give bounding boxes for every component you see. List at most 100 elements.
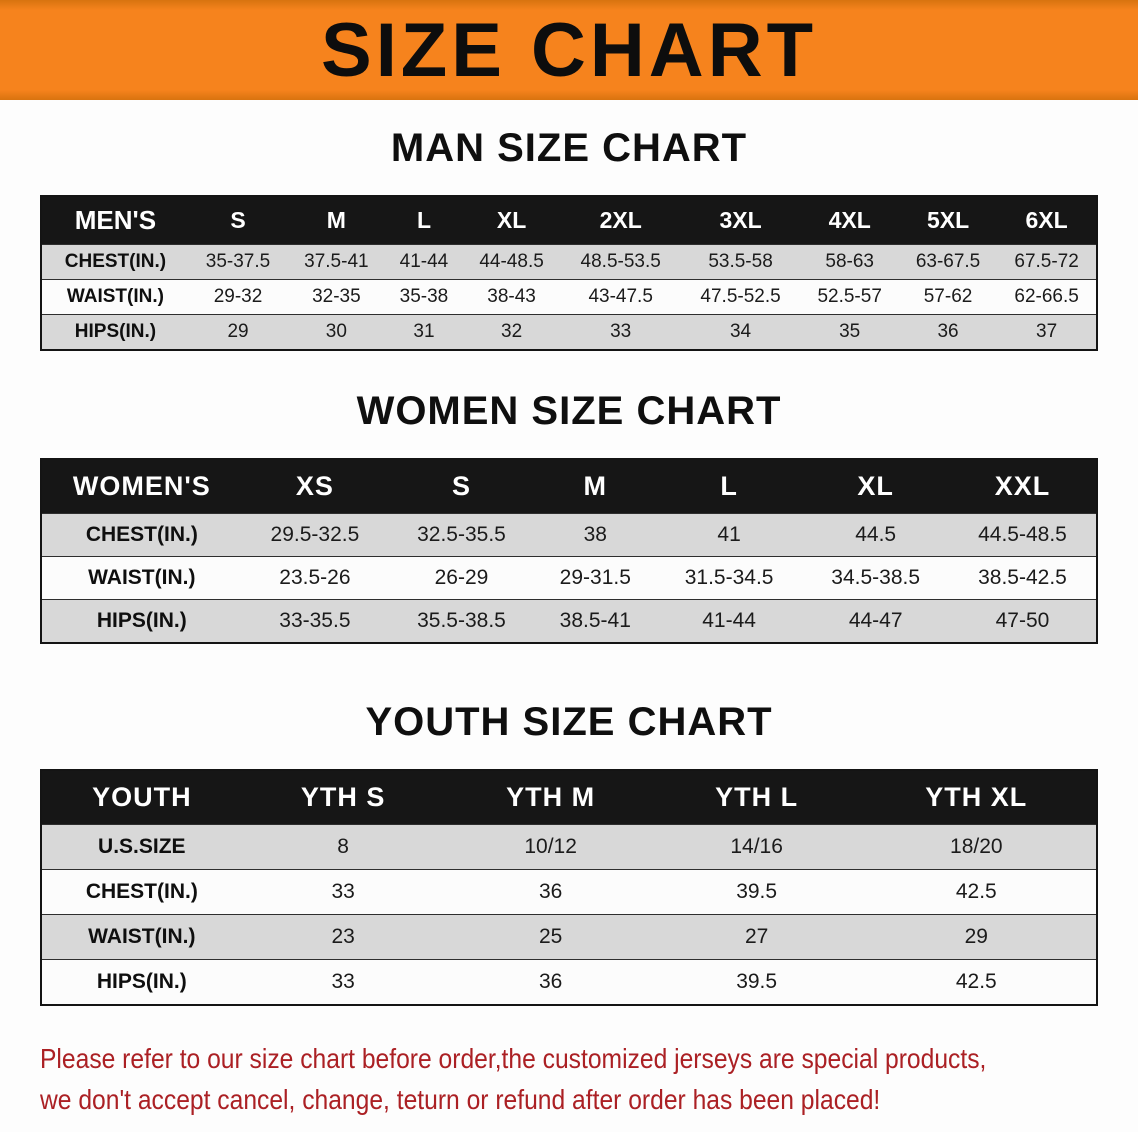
measurement-row: CHEST(IN.) 33 36 39.5 42.5	[41, 869, 1097, 915]
size-value-cell: 39.5	[656, 959, 857, 1005]
size-value-cell: 41-44	[385, 244, 463, 280]
men-table-body: CHEST(IN.) 35-37.5 37.5-41 41-44 44-48.5 48.5…	[41, 244, 1097, 350]
header-row: MEN'S S M L XL 2XL 3XL 4XL 5XL 6XL	[41, 196, 1097, 245]
size-value-cell: 42.5	[856, 959, 1097, 1005]
size-column-header: YTH XL	[856, 770, 1097, 825]
size-value-cell: 62-66.5	[997, 279, 1097, 315]
size-value-cell: 26-29	[388, 556, 535, 600]
row-label-cell: WAIST(IN.)	[41, 279, 189, 315]
size-value-cell: 34	[680, 314, 801, 350]
measurement-row: HIPS(IN.) 33 36 39.5 42.5	[41, 959, 1097, 1005]
size-value-cell: 23.5-26	[241, 556, 389, 600]
women-section-heading: WOMEN SIZE CHART	[356, 389, 782, 433]
size-value-cell: 41-44	[655, 599, 803, 643]
row-label-cell: WAIST(IN.)	[41, 914, 242, 960]
page-title: SIZE CHART	[321, 7, 817, 93]
size-value-cell: 27	[656, 914, 857, 960]
measurement-row: CHEST(IN.) 29.5-32.5 32.5-35.5 38 41 44.5 44.5…	[41, 513, 1097, 557]
women-table-header: WOMEN'S XS S M L XL XXL	[41, 459, 1097, 514]
size-value-cell: 48.5-53.5	[560, 244, 681, 280]
row-label-cell: CHEST(IN.)	[41, 869, 242, 915]
size-value-cell: 53.5-58	[680, 244, 801, 280]
row-label-cell: CHEST(IN.)	[41, 244, 189, 280]
size-value-cell: 67.5-72	[997, 244, 1097, 280]
size-value-cell: 44.5-48.5	[948, 513, 1097, 557]
row-label-cell: HIPS(IN.)	[41, 959, 242, 1005]
size-value-cell: 39.5	[656, 869, 857, 915]
size-value-cell: 32.5-35.5	[388, 513, 535, 557]
row-label-cell: HIPS(IN.)	[41, 314, 189, 350]
size-column-header: L	[385, 196, 463, 245]
size-value-cell: 30	[287, 314, 386, 350]
size-value-cell: 33-35.5	[241, 599, 389, 643]
men-section-heading: MAN SIZE CHART	[390, 126, 748, 170]
size-value-cell: 32	[462, 314, 561, 350]
table-title-cell: YOUTH	[41, 770, 242, 825]
size-value-cell: 33	[241, 869, 445, 915]
size-column-header: 3XL	[680, 196, 801, 245]
women-size-section: WOMEN SIZE CHART WOMEN'S XS S M L XL XXL CHEST…	[0, 387, 1138, 644]
size-column-header: L	[655, 459, 803, 514]
size-value-cell: 43-47.5	[560, 279, 681, 315]
size-value-cell: 29	[856, 914, 1097, 960]
size-value-cell: 35-37.5	[188, 244, 288, 280]
measurement-row: WAIST(IN.) 23 25 27 29	[41, 914, 1097, 960]
measurement-row: WAIST(IN.) 29-32 32-35 35-38 38-43 43-47.5 47.…	[41, 279, 1097, 315]
header-row: WOMEN'S XS S M L XL XXL	[41, 459, 1097, 514]
size-column-header: 5XL	[898, 196, 998, 245]
youth-table-header: YOUTH YTH S YTH M YTH L YTH XL	[41, 770, 1097, 825]
size-chart-banner: SIZE CHART	[0, 0, 1138, 100]
size-value-cell: 33	[241, 959, 445, 1005]
size-value-cell: 31	[385, 314, 463, 350]
size-value-cell: 38.5-42.5	[948, 556, 1097, 600]
row-label-cell: U.S.SIZE	[41, 824, 242, 870]
size-value-cell: 14/16	[656, 824, 857, 870]
size-value-cell: 36	[444, 869, 657, 915]
size-column-header: S	[388, 459, 535, 514]
size-value-cell: 29	[188, 314, 288, 350]
size-column-header: M	[287, 196, 386, 245]
header-row: YOUTH YTH S YTH M YTH L YTH XL	[41, 770, 1097, 825]
disclaimer-line-2: we don't accept cancel, change, teturn o…	[40, 1084, 881, 1115]
size-column-header: YTH M	[444, 770, 657, 825]
size-value-cell: 32-35	[287, 279, 386, 315]
size-value-cell: 37.5-41	[287, 244, 386, 280]
size-value-cell: 34.5-38.5	[802, 556, 949, 600]
men-size-section: MAN SIZE CHART MEN'S S M L XL 2XL 3XL 4XL 5XL 6XL…	[0, 124, 1138, 351]
men-size-table: MEN'S S M L XL 2XL 3XL 4XL 5XL 6XL CHEST(IN.) 35-3…	[40, 195, 1098, 351]
men-table-header: MEN'S S M L XL 2XL 3XL 4XL 5XL 6XL	[41, 196, 1097, 245]
size-value-cell: 18/20	[856, 824, 1097, 870]
size-column-header: XXL	[948, 459, 1097, 514]
size-value-cell: 36	[444, 959, 657, 1005]
disclaimer-line-1: Please refer to our size chart before or…	[40, 1043, 987, 1074]
youth-size-table: YOUTH YTH S YTH M YTH L YTH XL U.S.SIZE 8 10/1…	[40, 769, 1098, 1006]
disclaimer: Please refer to our size chart before or…	[40, 1038, 1138, 1120]
size-value-cell: 29.5-32.5	[241, 513, 389, 557]
size-value-cell: 23	[241, 914, 445, 960]
size-value-cell: 33	[560, 314, 681, 350]
size-value-cell: 44-48.5	[462, 244, 561, 280]
measurement-row: WAIST(IN.) 23.5-26 26-29 29-31.5 31.5-34.5 34…	[41, 556, 1097, 600]
measurement-row: HIPS(IN.) 29 30 31 32 33 34 35 36 37	[41, 314, 1097, 350]
youth-section-heading: YOUTH SIZE CHART	[365, 700, 773, 744]
size-value-cell: 41	[655, 513, 803, 557]
youth-size-section: YOUTH SIZE CHART YOUTH YTH S YTH M YTH L YTH…	[0, 698, 1138, 1006]
size-value-cell: 52.5-57	[800, 279, 899, 315]
row-label-cell: CHEST(IN.)	[41, 513, 242, 557]
measurement-row: HIPS(IN.) 33-35.5 35.5-38.5 38.5-41 41-44 44-…	[41, 599, 1097, 643]
size-value-cell: 44.5	[802, 513, 949, 557]
measurement-row: U.S.SIZE 8 10/12 14/16 18/20	[41, 824, 1097, 870]
size-value-cell: 29-32	[188, 279, 288, 315]
size-value-cell: 47-50	[948, 599, 1097, 643]
size-column-header: YTH S	[241, 770, 445, 825]
size-value-cell: 57-62	[898, 279, 998, 315]
size-value-cell: 35-38	[385, 279, 463, 315]
size-value-cell: 38.5-41	[534, 599, 656, 643]
size-value-cell: 35.5-38.5	[388, 599, 535, 643]
size-column-header: XL	[802, 459, 949, 514]
size-value-cell: 63-67.5	[898, 244, 998, 280]
women-size-table: WOMEN'S XS S M L XL XXL CHEST(IN.) 29.5-32.5 32.…	[40, 458, 1098, 644]
size-value-cell: 31.5-34.5	[655, 556, 803, 600]
size-column-header: XS	[241, 459, 389, 514]
